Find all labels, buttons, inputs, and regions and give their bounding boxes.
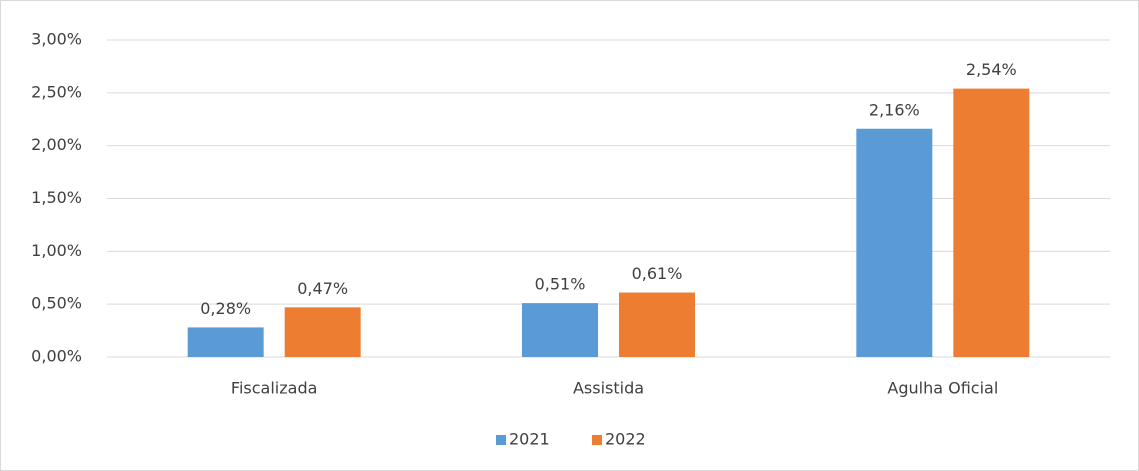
- legend-label: 2021: [509, 430, 550, 449]
- data-label: 0,51%: [535, 275, 586, 294]
- data-label: 2,16%: [869, 100, 920, 119]
- x-tick-label: Assistida: [573, 379, 644, 398]
- legend-label: 2022: [605, 430, 646, 449]
- y-tick-label: 2,00%: [31, 135, 82, 154]
- data-label: 0,47%: [297, 279, 348, 298]
- y-tick-label: 0,00%: [31, 347, 82, 366]
- legend-swatch: [496, 435, 506, 445]
- x-tick-label: Agulha Oficial: [887, 379, 998, 398]
- y-tick-label: 0,50%: [31, 294, 82, 313]
- bar: [619, 292, 695, 357]
- data-label: 0,61%: [632, 264, 683, 283]
- y-tick-label: 1,50%: [31, 188, 82, 207]
- y-tick-label: 1,00%: [31, 241, 82, 260]
- bar: [522, 303, 598, 357]
- data-label: 2,54%: [966, 60, 1017, 79]
- y-tick-label: 3,00%: [31, 30, 82, 49]
- y-tick-label: 2,50%: [31, 82, 82, 101]
- data-label: 0,28%: [200, 299, 251, 318]
- bar: [856, 128, 933, 357]
- x-tick-label: Fiscalizada: [231, 379, 317, 398]
- bar: [284, 307, 361, 357]
- legend-swatch: [592, 435, 602, 445]
- bar: [953, 88, 1030, 358]
- bar: [187, 327, 264, 357]
